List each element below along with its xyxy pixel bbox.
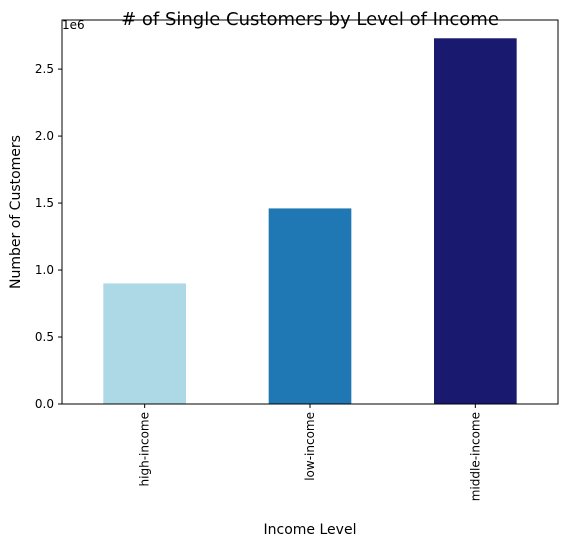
y-tick-label-2: 1.0 [35,263,54,277]
y-tick-label-4: 2.0 [35,129,54,143]
ticks-layer: high-income low-income middle-income 0.0 0.5… [35,62,482,501]
x-tick-label-high-income: high-income [138,412,152,486]
x-tick-label-low-income: low-income [303,412,317,481]
bar-high-income [103,283,186,404]
y-tick-label-1: 0.5 [35,330,54,344]
x-axis-label: Income Level [264,522,357,538]
plot-frame [61,19,559,405]
bar-middle-income [434,38,517,405]
bars-layer [103,38,517,405]
y-tick-label-0: 0.0 [35,397,54,411]
y-axis-label: Number of Customers [8,135,24,289]
y-tick-label-3: 1.5 [35,196,54,210]
bar-low-income [268,208,352,404]
y-tick-label-5: 2.5 [35,62,54,76]
y-axis-offset-label: 1e6 [62,18,85,32]
x-tick-label-middle-income: middle-income [468,412,482,501]
